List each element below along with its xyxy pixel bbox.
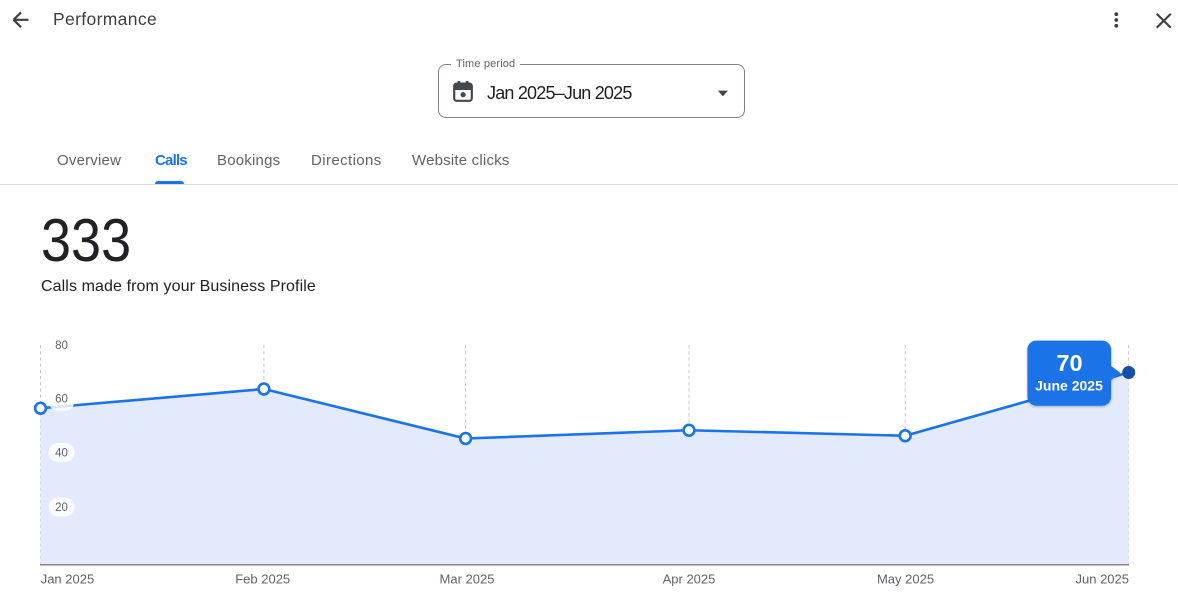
- svg-text:60: 60: [55, 394, 68, 406]
- svg-text:May 2025: May 2025: [877, 572, 934, 587]
- svg-text:June 2025: June 2025: [1035, 378, 1103, 394]
- svg-text:70: 70: [1056, 350, 1082, 376]
- svg-text:Feb 2025: Feb 2025: [235, 572, 290, 587]
- svg-text:Jan 2025: Jan 2025: [41, 572, 94, 587]
- svg-text:Apr 2025: Apr 2025: [663, 572, 716, 587]
- svg-text:40: 40: [55, 448, 68, 460]
- svg-text:80: 80: [55, 340, 68, 352]
- svg-text:Mar 2025: Mar 2025: [440, 572, 495, 587]
- svg-text:20: 20: [55, 502, 68, 514]
- svg-text:Jun 2025: Jun 2025: [1076, 572, 1130, 587]
